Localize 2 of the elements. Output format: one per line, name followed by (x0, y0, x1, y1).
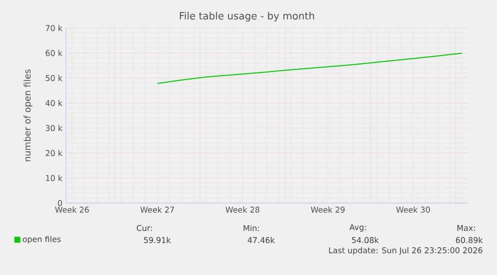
y-axis-title: number of open files (24, 69, 32, 162)
chart-title: File table usage - by month (180, 12, 314, 22)
